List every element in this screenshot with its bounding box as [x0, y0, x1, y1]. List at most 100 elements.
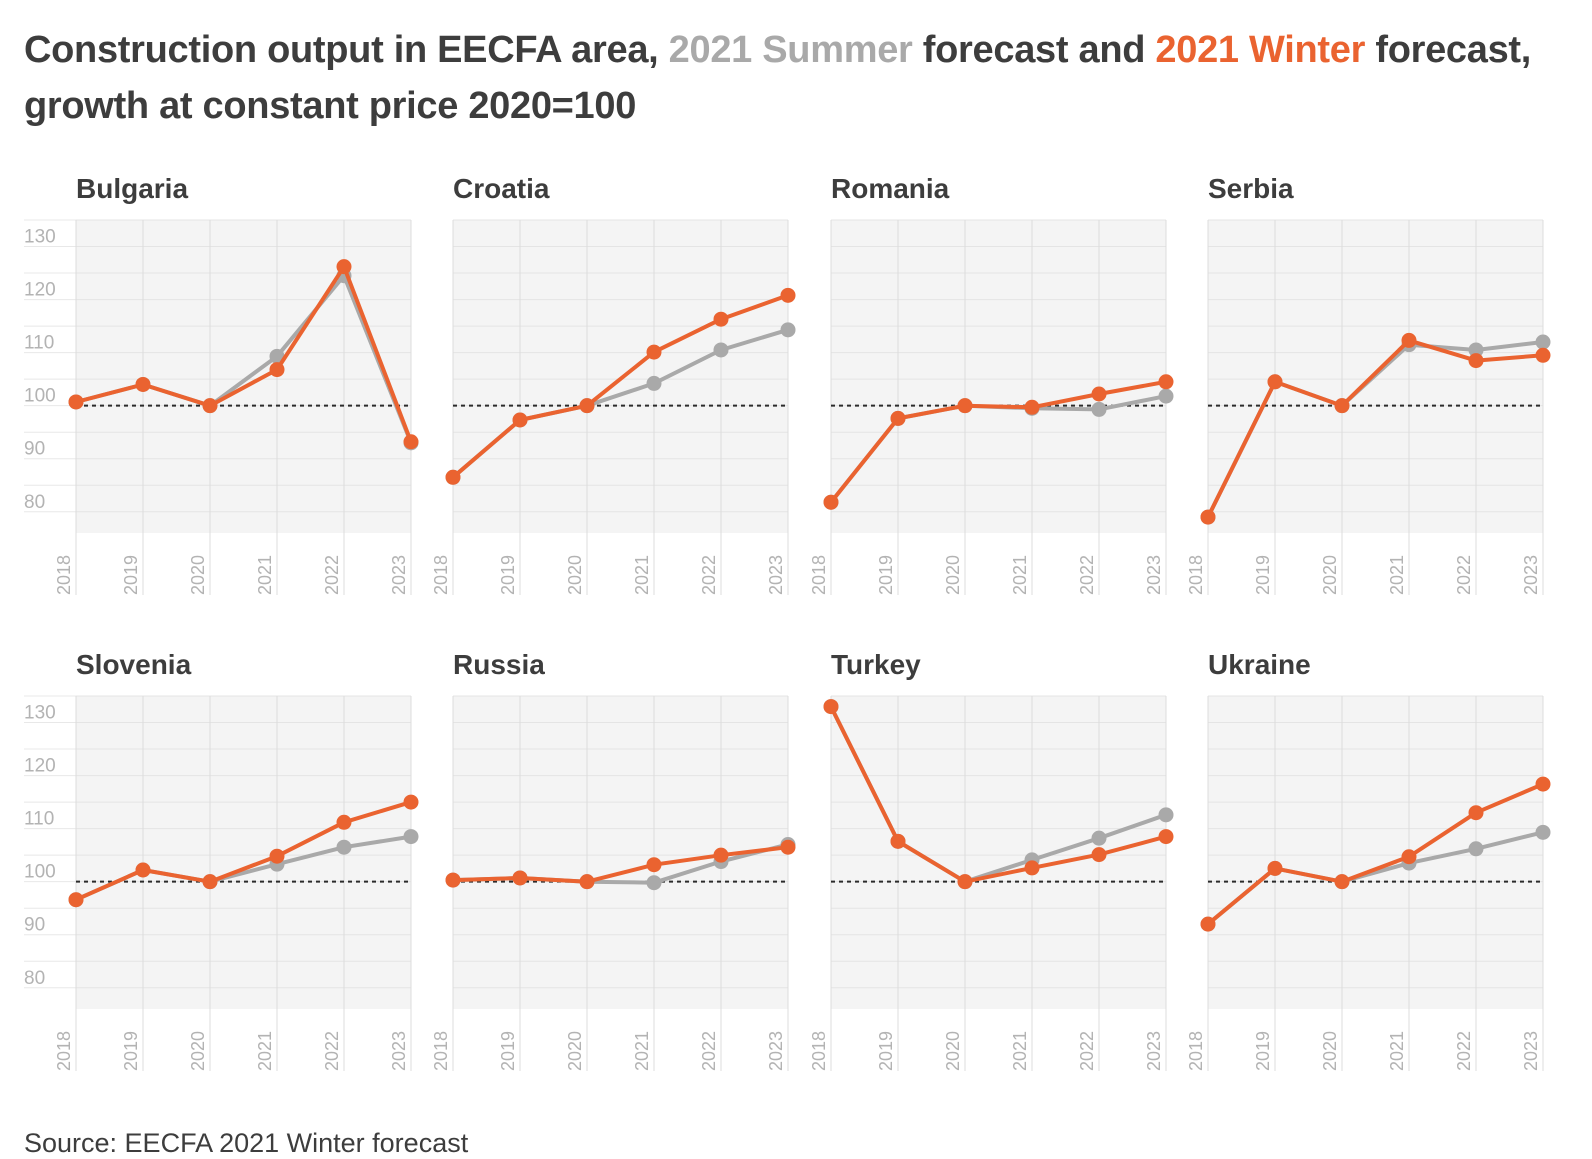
- panel-title: Bulgaria: [76, 173, 188, 204]
- x-tick-label: 2023: [1144, 1031, 1164, 1071]
- panel-turkey: Turkey 2018 2019 2020 2021 2022 2023: [809, 649, 1174, 1071]
- data-point-2021-winter: [202, 874, 218, 890]
- title-winter-label: 2021 Winter: [1155, 29, 1366, 71]
- x-tick-label: 2023: [389, 555, 409, 595]
- y-tick-label: 80: [24, 968, 45, 989]
- data-point-2021-winter: [890, 410, 906, 426]
- panel-title: Serbia: [1208, 173, 1294, 204]
- x-tick-label: 2018: [1186, 1031, 1206, 1071]
- y-tick-label: 130: [24, 227, 56, 248]
- data-point-2021-winter: [1334, 398, 1350, 414]
- data-point-2021-summer: [1468, 841, 1484, 857]
- data-point-2021-winter: [135, 862, 151, 878]
- data-point-2021-summer: [713, 342, 729, 358]
- y-tick-label: 80: [24, 492, 45, 513]
- data-point-2021-winter: [1091, 386, 1107, 402]
- data-point-2021-winter: [579, 398, 595, 414]
- plot-background: [1208, 696, 1543, 1009]
- x-tick-label: 2018: [809, 555, 829, 595]
- x-tick-label: 2021: [1010, 1031, 1030, 1071]
- y-tick-label: 130: [24, 703, 56, 724]
- data-point-2021-winter: [512, 870, 528, 886]
- title-line2: growth at constant price 2020=100: [24, 85, 637, 127]
- plot-background: [76, 696, 411, 1009]
- data-point-2021-winter: [713, 311, 729, 327]
- x-tick-label: 2023: [1521, 555, 1541, 595]
- data-point-2021-winter: [713, 847, 729, 863]
- x-tick-label: 2021: [255, 1031, 275, 1071]
- panel-serbia: Serbia 2018 2019 2020 2021 2022 2023: [1186, 173, 1551, 595]
- x-tick-label: 2022: [699, 555, 719, 595]
- data-point-2021-winter: [579, 874, 595, 890]
- data-point-2021-winter: [1267, 374, 1283, 390]
- x-tick-label: 2021: [1387, 555, 1407, 595]
- data-point-2021-winter: [823, 494, 839, 510]
- x-tick-label: 2021: [632, 1031, 652, 1071]
- x-tick-label: 2018: [431, 555, 451, 595]
- x-tick-label: 2023: [766, 1031, 786, 1071]
- x-tick-label: 2021: [1387, 1031, 1407, 1071]
- data-point-2021-winter: [1401, 332, 1417, 348]
- x-tick-label: 2020: [188, 555, 208, 595]
- data-point-2021-summer: [1091, 830, 1107, 846]
- series-line-2021-winter: [1206, 338, 1545, 520]
- panel-title: Ukraine: [1208, 649, 1311, 680]
- data-point-2021-summer: [1535, 824, 1551, 840]
- data-point-2021-summer: [1158, 388, 1174, 404]
- data-point-2021-winter: [1158, 829, 1174, 845]
- data-point-2021-winter: [1401, 849, 1417, 865]
- series-line-2021-winter: [829, 704, 1168, 884]
- data-point-2021-winter: [646, 857, 662, 873]
- data-point-2021-winter: [512, 412, 528, 428]
- panel-romania: Romania 2018 2019 2020 2021 2022 2023: [809, 173, 1174, 595]
- data-point-2021-winter: [1267, 860, 1283, 876]
- data-point-2021-winter: [1200, 509, 1216, 525]
- data-point-2021-winter: [1334, 874, 1350, 890]
- data-point-2021-winter: [68, 394, 84, 410]
- y-tick-label: 120: [24, 280, 56, 301]
- x-tick-label: 2021: [632, 555, 652, 595]
- y-tick-label: 100: [24, 862, 56, 883]
- data-point-2021-summer: [336, 839, 352, 855]
- y-tick-label: 90: [24, 439, 45, 460]
- data-point-2021-winter: [957, 874, 973, 890]
- plot-background: [831, 696, 1166, 1009]
- series-line-2021-winter: [1206, 782, 1545, 927]
- x-tick-label: 2018: [431, 1031, 451, 1071]
- x-tick-label: 2020: [565, 1031, 585, 1071]
- data-point-2021-summer: [646, 875, 662, 891]
- x-tick-label: 2023: [389, 1031, 409, 1071]
- x-tick-label: 2022: [322, 1031, 342, 1071]
- x-tick-label: 2019: [121, 1031, 141, 1071]
- data-point-2021-summer: [403, 829, 419, 845]
- panel-croatia: Croatia 2018 2019 2020 2021 2022 2023: [431, 173, 796, 595]
- data-point-2021-winter: [445, 469, 461, 485]
- x-tick-label: 2019: [121, 555, 141, 595]
- plot-background: [831, 220, 1166, 533]
- data-point-2021-summer: [1158, 807, 1174, 823]
- panel-title: Croatia: [453, 173, 550, 204]
- x-tick-label: 2019: [498, 555, 518, 595]
- data-point-2021-winter: [890, 833, 906, 849]
- data-point-2021-winter: [336, 814, 352, 830]
- data-point-2021-winter: [403, 434, 419, 450]
- data-point-2021-winter: [1535, 776, 1551, 792]
- x-tick-label: 2020: [188, 1031, 208, 1071]
- data-point-2021-winter: [1535, 347, 1551, 363]
- x-tick-label: 2020: [943, 555, 963, 595]
- x-tick-label: 2023: [766, 555, 786, 595]
- x-tick-label: 2019: [498, 1031, 518, 1071]
- x-tick-label: 2023: [1144, 555, 1164, 595]
- data-point-2021-winter: [1158, 374, 1174, 390]
- data-point-2021-winter: [269, 362, 285, 378]
- data-point-2021-winter: [1024, 399, 1040, 415]
- x-tick-label: 2021: [255, 555, 275, 595]
- panel-ukraine: Ukraine 2018 2019 2020 2021 2022 2023: [1186, 649, 1551, 1071]
- y-tick-label: 120: [24, 756, 56, 777]
- data-point-2021-summer: [1535, 334, 1551, 350]
- data-point-2021-winter: [780, 287, 796, 303]
- data-point-2021-winter: [646, 344, 662, 360]
- x-tick-label: 2021: [1010, 555, 1030, 595]
- data-point-2021-winter: [445, 872, 461, 888]
- data-point-2021-winter: [780, 839, 796, 855]
